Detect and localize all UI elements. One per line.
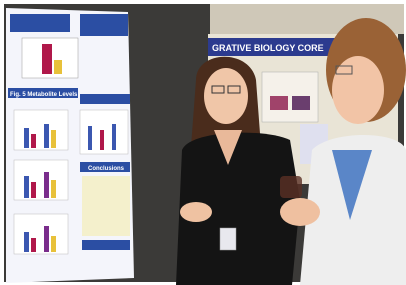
poster-image [270, 96, 288, 110]
poster-bar [54, 60, 62, 74]
page: GRATIVE BIOLOGY CORE Fig. 5 Metabolite L… [0, 0, 406, 285]
poster-bar [42, 44, 52, 74]
poster-image [292, 96, 310, 110]
poster-header [80, 14, 128, 36]
poster-header [10, 14, 70, 32]
poster-header [80, 94, 130, 104]
conclusions-box [82, 176, 130, 236]
banner-text: GRATIVE BIOLOGY CORE [212, 43, 324, 53]
poster-heading: Conclusions [88, 166, 125, 172]
poster-heading: Fig. 5 Metabolite Levels [10, 92, 78, 98]
photo: GRATIVE BIOLOGY CORE Fig. 5 Metabolite L… [0, 0, 406, 285]
poster-header [82, 240, 130, 250]
